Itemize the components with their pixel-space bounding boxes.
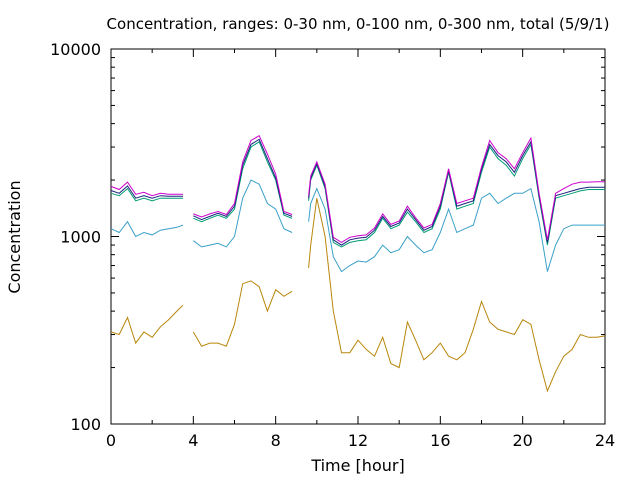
series-line-1 (110, 198, 606, 393)
series-line-2 (110, 179, 605, 273)
x-tick-label: 20 (512, 431, 532, 450)
y-tick-label: 1000 (60, 228, 101, 247)
series-line-4 (110, 138, 605, 246)
x-tick-label: 8 (271, 431, 281, 450)
series-line-3 (110, 141, 605, 248)
x-axis: 0 4 8 12 16 20 24 (106, 49, 615, 450)
chart-title: Concentration, ranges: 0-30 nm, 0-100 nm… (107, 15, 610, 33)
y-tick-label: 100 (70, 415, 101, 434)
series-group (110, 134, 606, 393)
y-axis: 100 1000 10000 (50, 40, 605, 434)
y-tick-label: 10000 (50, 40, 101, 59)
x-axis-title: Time [hour] (310, 456, 404, 475)
series-line-5 (110, 134, 605, 243)
x-tick-label: 4 (188, 431, 198, 450)
x-tick-label: 16 (430, 431, 450, 450)
x-tick-label: 12 (348, 431, 368, 450)
x-tick-label: 0 (106, 431, 116, 450)
plot-area-frame (110, 48, 606, 425)
y-axis-title: Concentration (5, 180, 24, 293)
x-tick-label: 24 (595, 431, 615, 450)
